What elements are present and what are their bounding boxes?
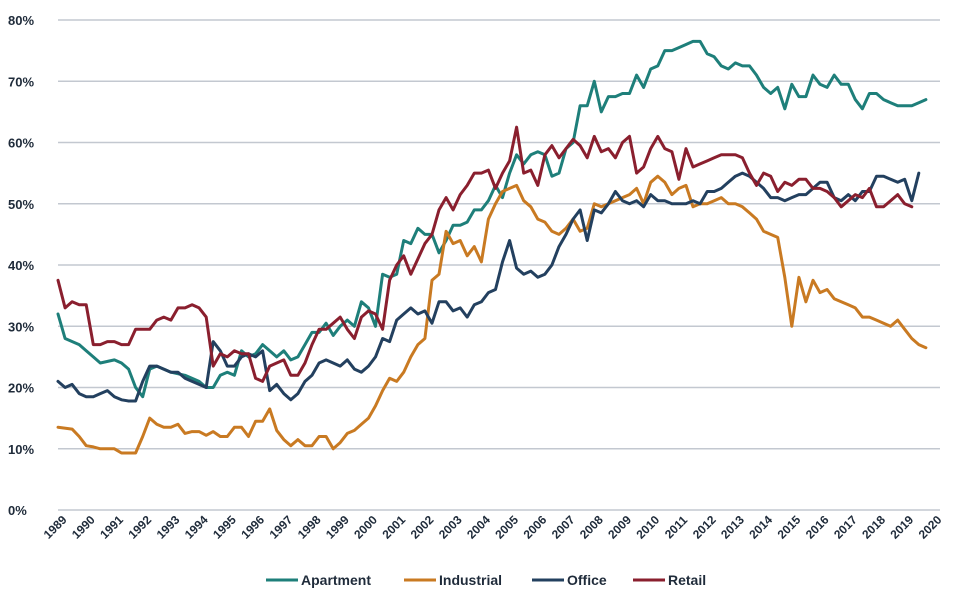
x-tick-label: 1990 — [69, 513, 98, 542]
x-tick-label: 2007 — [549, 513, 578, 542]
x-tick-label: 2003 — [436, 513, 465, 542]
legend-label-apartment: Apartment — [301, 572, 371, 588]
series-lines — [56, 39, 928, 455]
x-tick-label: 2010 — [633, 513, 662, 542]
x-tick-label: 2001 — [379, 513, 408, 542]
x-tick-label: 1996 — [238, 513, 267, 542]
x-tick-label: 2013 — [718, 513, 747, 542]
x-tick-label: 2011 — [662, 513, 691, 542]
x-tick-label: 2004 — [464, 513, 493, 542]
legend-label-office: Office — [567, 572, 607, 588]
y-tick-label: 50% — [8, 197, 34, 212]
x-tick-label: 1998 — [295, 513, 324, 542]
x-tick-label: 2005 — [492, 513, 521, 542]
series-line-apartment — [56, 39, 928, 399]
x-tick-label: 2006 — [521, 513, 550, 542]
y-tick-label: 40% — [8, 258, 34, 273]
legend-label-industrial: Industrial — [439, 572, 502, 588]
series-line-industrial — [56, 174, 928, 455]
legend-label-retail: Retail — [668, 572, 706, 588]
y-tick-label: 0% — [8, 503, 27, 518]
x-tick-label: 1997 — [267, 513, 296, 542]
y-tick-label: 10% — [8, 442, 34, 457]
y-tick-label: 60% — [8, 136, 34, 151]
x-tick-label: 2000 — [351, 513, 380, 542]
y-tick-label: 30% — [8, 319, 34, 334]
y-axis-ticks: 0% 10% 20% 30% 40% 50% 60% 70% 80% — [8, 13, 34, 518]
x-tick-label: 2015 — [775, 513, 804, 542]
x-tick-label: 2020 — [916, 513, 945, 542]
x-tick-label: 1995 — [210, 513, 239, 542]
x-tick-label: 2017 — [831, 513, 860, 542]
y-tick-label: 20% — [8, 381, 34, 396]
y-tick-label: 80% — [8, 13, 34, 28]
series-line-office — [56, 171, 921, 403]
x-tick-label: 1993 — [154, 513, 183, 542]
y-tick-label: 70% — [8, 74, 34, 89]
x-tick-label: 2008 — [577, 513, 606, 542]
x-tick-label: 2019 — [888, 513, 917, 542]
series-line-retail — [56, 125, 914, 383]
x-tick-label: 1992 — [125, 513, 154, 542]
x-tick-label: 2018 — [859, 513, 888, 542]
x-tick-label: 2014 — [746, 513, 775, 542]
x-tick-label: 1991 — [97, 513, 126, 542]
x-tick-label: 1989 — [41, 513, 70, 542]
x-tick-label: 1999 — [323, 513, 352, 542]
x-axis-ticks: 1989 1990 1991 1992 1993 1994 1995 1996 1997 1998… — [41, 513, 945, 542]
x-tick-label: 2016 — [803, 513, 832, 542]
x-tick-label: 1994 — [182, 513, 211, 542]
legend: Apartment Industrial Office Retail — [266, 572, 706, 588]
x-tick-label: 2009 — [605, 513, 634, 542]
x-tick-label: 2012 — [690, 513, 719, 542]
x-tick-label: 2002 — [408, 513, 437, 542]
